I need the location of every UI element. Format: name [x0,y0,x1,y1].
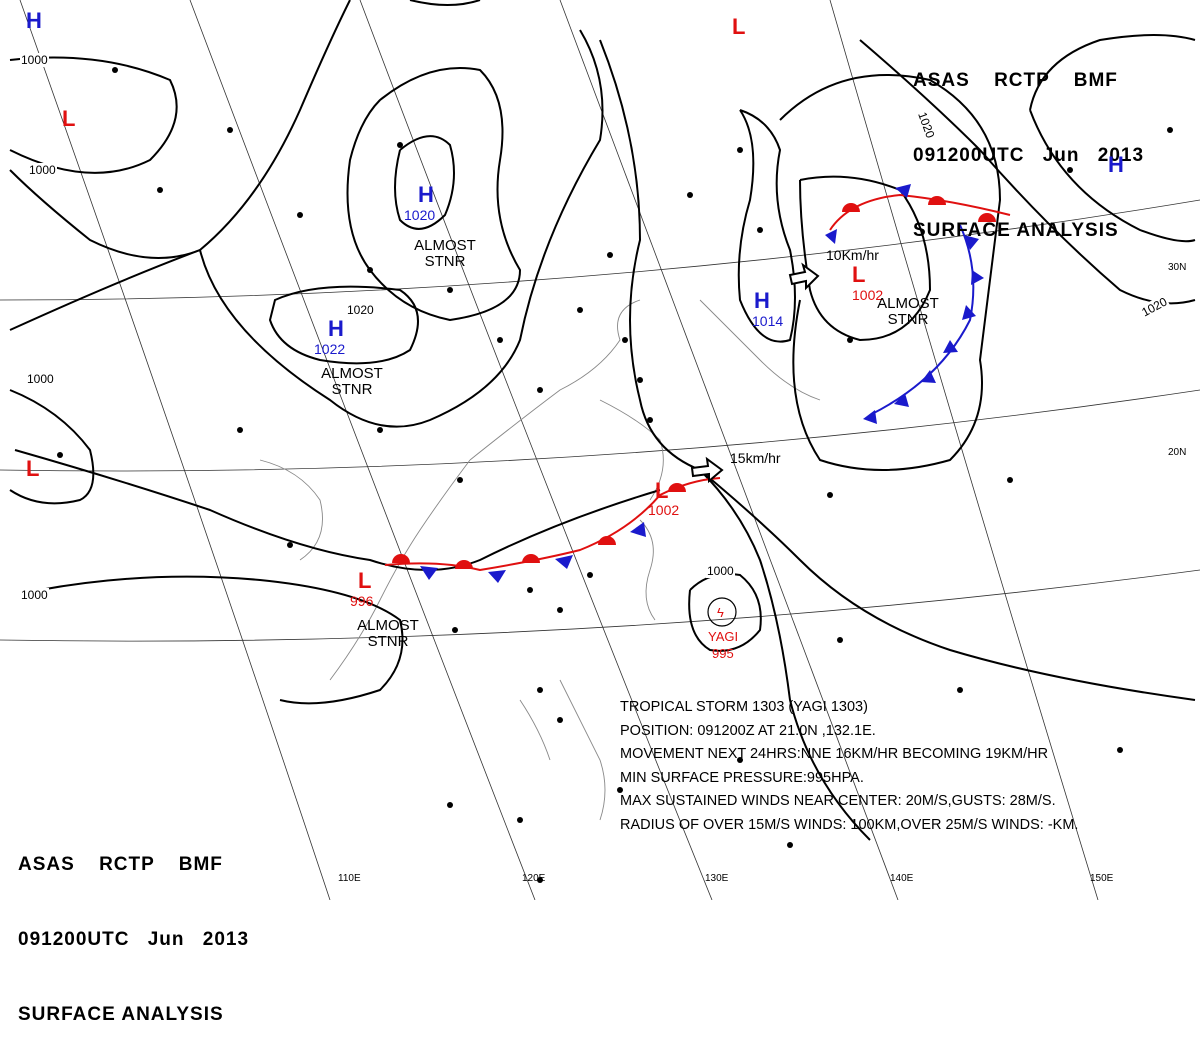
japan-front [825,184,1011,424]
lon-label-140e: 140E [890,873,914,884]
storm-info-line: MOVEMENT NEXT 24HRS:NNE 16KM/HR BECOMING… [620,746,1049,762]
lat-label-20n: 20N [1168,447,1187,458]
stationary-note-tibet: ALMOST STNR [321,365,383,398]
graticule [0,0,1200,900]
isobar-label: 1000 [706,564,735,578]
header-top: ASAS RCTP BMF 091200UTC Jun 2013 SURFACE… [913,18,1144,268]
lon-label-120e: 120E [522,873,546,884]
typhoon-pressure: 995 [712,646,734,661]
header-bottom: ASAS RCTP BMF 091200UTC Jun 2013 SURFACE… [18,802,249,1052]
arrow-taiwan-low [690,456,724,484]
high-tibet-pressure: 1022 [314,341,346,357]
typhoon-name: YAGI [708,629,739,644]
header-top-product: SURFACE ANALYSIS [913,220,1119,241]
typhoon-symbol: ϟ [707,597,737,627]
high-eastchinasea-marker: H [754,288,770,313]
high-northwest-marker: H [26,8,42,33]
high-mongolia-pressure: 1020 [404,207,436,223]
storm-info-line: TROPICAL STORM 1303 (YAGI 1303) [620,699,868,715]
stationary-front [384,477,721,583]
isobar-label: 1000 [26,372,55,386]
low-taiwan-pressure: 1002 [648,502,680,518]
coastlines [259,299,821,821]
stationary-note-southchina: ALMOST STNR [357,617,419,650]
storm-info-line: RADIUS OF OVER 15M/S WINDS: 100KM,OVER 2… [620,816,1079,833]
low-southchina-marker: L [358,568,372,593]
weather-map: ϟ [0,0,1200,900]
taiwan-low-speed: 15km/hr [730,450,781,466]
stationary-note-japan: ALMOST STNR [877,295,939,328]
isobar-label: 1020 [346,303,375,317]
header-bottom-time: 091200UTC Jun 2013 [18,929,250,950]
lon-label-150e: 150E [1090,873,1114,884]
arrow-japan-low [788,262,820,291]
storm-info-block: TROPICAL STORM 1303 (YAGI 1303) POSITION… [620,696,1078,837]
high-eastchinasea-pressure: 1014 [752,313,784,329]
svg-text:ϟ: ϟ [717,605,724,620]
lon-label-130e: 130E [705,873,729,884]
high-tibet-marker: H [328,316,344,341]
low-japan-pressure: 1002 [852,287,884,303]
japan-low-speed: 10Km/hr [826,247,879,263]
low-southchina-pressure: 996 [350,593,374,609]
storm-info-line: MAX SUSTAINED WINDS NEAR CENTER: 20M/S,G… [620,793,1056,809]
stationary-note-mongolia: ALMOST STNR [414,237,476,270]
low-north-marker: L [732,14,746,39]
isobar-label: 1000 [20,588,49,602]
station-plots [57,67,1173,883]
movement-arrows [690,262,820,484]
high-northeast-marker: H [1108,152,1124,177]
low-west-marker: L [26,456,40,481]
isobar-label: 1000 [28,163,57,177]
lat-label-30n: 30N [1168,262,1187,273]
lon-label-110e: 110E [338,873,361,884]
header-bottom-agency: ASAS RCTP BMF [18,854,223,875]
high-mongolia-marker: H [418,182,434,207]
low-taiwan-marker: L [655,478,669,503]
low-japan-marker: L [852,262,866,287]
storm-info-line: MIN SURFACE PRESSURE:995HPA. [620,769,864,786]
header-top-time: 091200UTC Jun 2013 [913,145,1145,166]
storm-info-line: POSITION: 091200Z AT 21.0N ,132.1E. [620,722,876,739]
header-top-agency: ASAS RCTP BMF [913,70,1118,91]
isobar-label: 1000 [20,53,49,67]
low-northwest-marker: L [62,106,76,131]
header-bottom-product: SURFACE ANALYSIS [18,1004,224,1025]
